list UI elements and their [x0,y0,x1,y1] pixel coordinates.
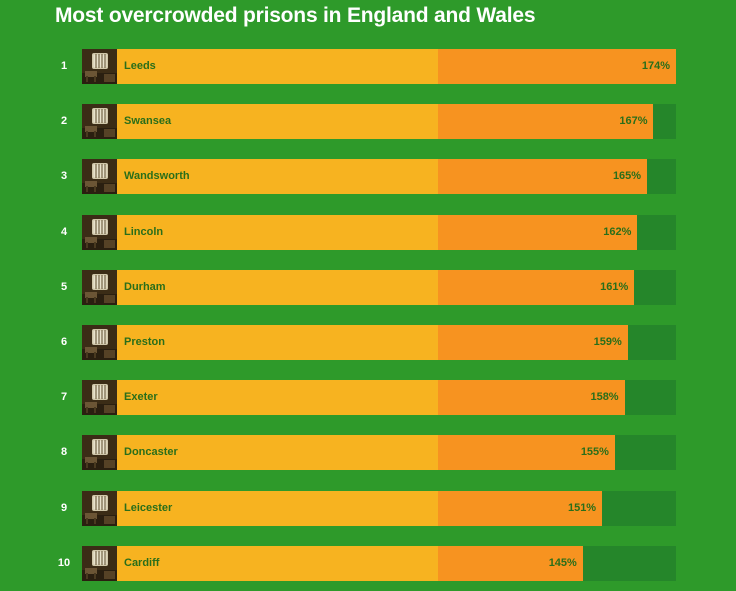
bar-track: Cardiff 145% [117,546,676,581]
value-label: 159% [562,325,622,360]
rank-label: 3 [46,159,82,194]
prison-cell-icon [82,270,117,305]
value-label: 165% [581,159,641,194]
rank-label: 4 [46,215,82,250]
bar-capacity [117,49,438,84]
bar-track: Leeds 174% [117,49,676,84]
prison-name-label: Durham [124,270,166,305]
prison-name-label: Lincoln [124,215,163,250]
prison-name-label: Leicester [124,491,172,526]
bar-capacity [117,215,438,250]
bar-row: 8 Doncaster 155% [0,435,736,470]
bar-track: Leicester 151% [117,491,676,526]
value-label: 151% [536,491,596,526]
bar-track: Exeter 158% [117,380,676,415]
prison-cell-icon [82,435,117,470]
rank-label: 1 [46,49,82,84]
value-label: 145% [517,546,577,581]
bar-capacity [117,546,438,581]
rank-label: 9 [46,491,82,526]
prison-cell-icon [82,380,117,415]
prison-cell-icon [82,546,117,581]
value-label: 161% [568,270,628,305]
bar-row: 10 Cardiff 145% [0,546,736,581]
bar-track: Lincoln 162% [117,215,676,250]
bar-row: 3 Wandsworth 165% [0,159,736,194]
rank-label: 10 [46,546,82,581]
rank-label: 2 [46,104,82,139]
bar-track: Preston 159% [117,325,676,360]
prison-name-label: Preston [124,325,165,360]
rank-label: 5 [46,270,82,305]
prison-name-label: Cardiff [124,546,159,581]
bar-row: 2 Swansea 167% [0,104,736,139]
value-label: 158% [559,380,619,415]
prison-name-label: Swansea [124,104,171,139]
value-label: 162% [571,215,631,250]
prison-cell-icon [82,325,117,360]
bar-track: Swansea 167% [117,104,676,139]
prison-name-label: Leeds [124,49,156,84]
prison-cell-icon [82,159,117,194]
value-label: 155% [549,435,609,470]
prison-cell-icon [82,491,117,526]
rank-label: 6 [46,325,82,360]
prison-name-label: Doncaster [124,435,178,470]
bar-track: Doncaster 155% [117,435,676,470]
rank-label: 8 [46,435,82,470]
prison-name-label: Wandsworth [124,159,190,194]
bar-row: 4 Lincoln 162% [0,215,736,250]
prison-cell-icon [82,49,117,84]
bar-track: Wandsworth 165% [117,159,676,194]
value-label: 174% [610,49,670,84]
bar-capacity [117,325,438,360]
bar-row: 7 Exeter 158% [0,380,736,415]
bar-row: 9 Leicester 151% [0,491,736,526]
bar-track: Durham 161% [117,270,676,305]
bar-row: 1 Leeds 174% [0,49,736,84]
prison-cell-icon [82,215,117,250]
value-label: 167% [588,104,648,139]
rank-label: 7 [46,380,82,415]
prison-cell-icon [82,104,117,139]
bar-row: 6 Preston 159% [0,325,736,360]
prison-name-label: Exeter [124,380,158,415]
bar-capacity [117,380,438,415]
bar-row: 5 Durham 161% [0,270,736,305]
